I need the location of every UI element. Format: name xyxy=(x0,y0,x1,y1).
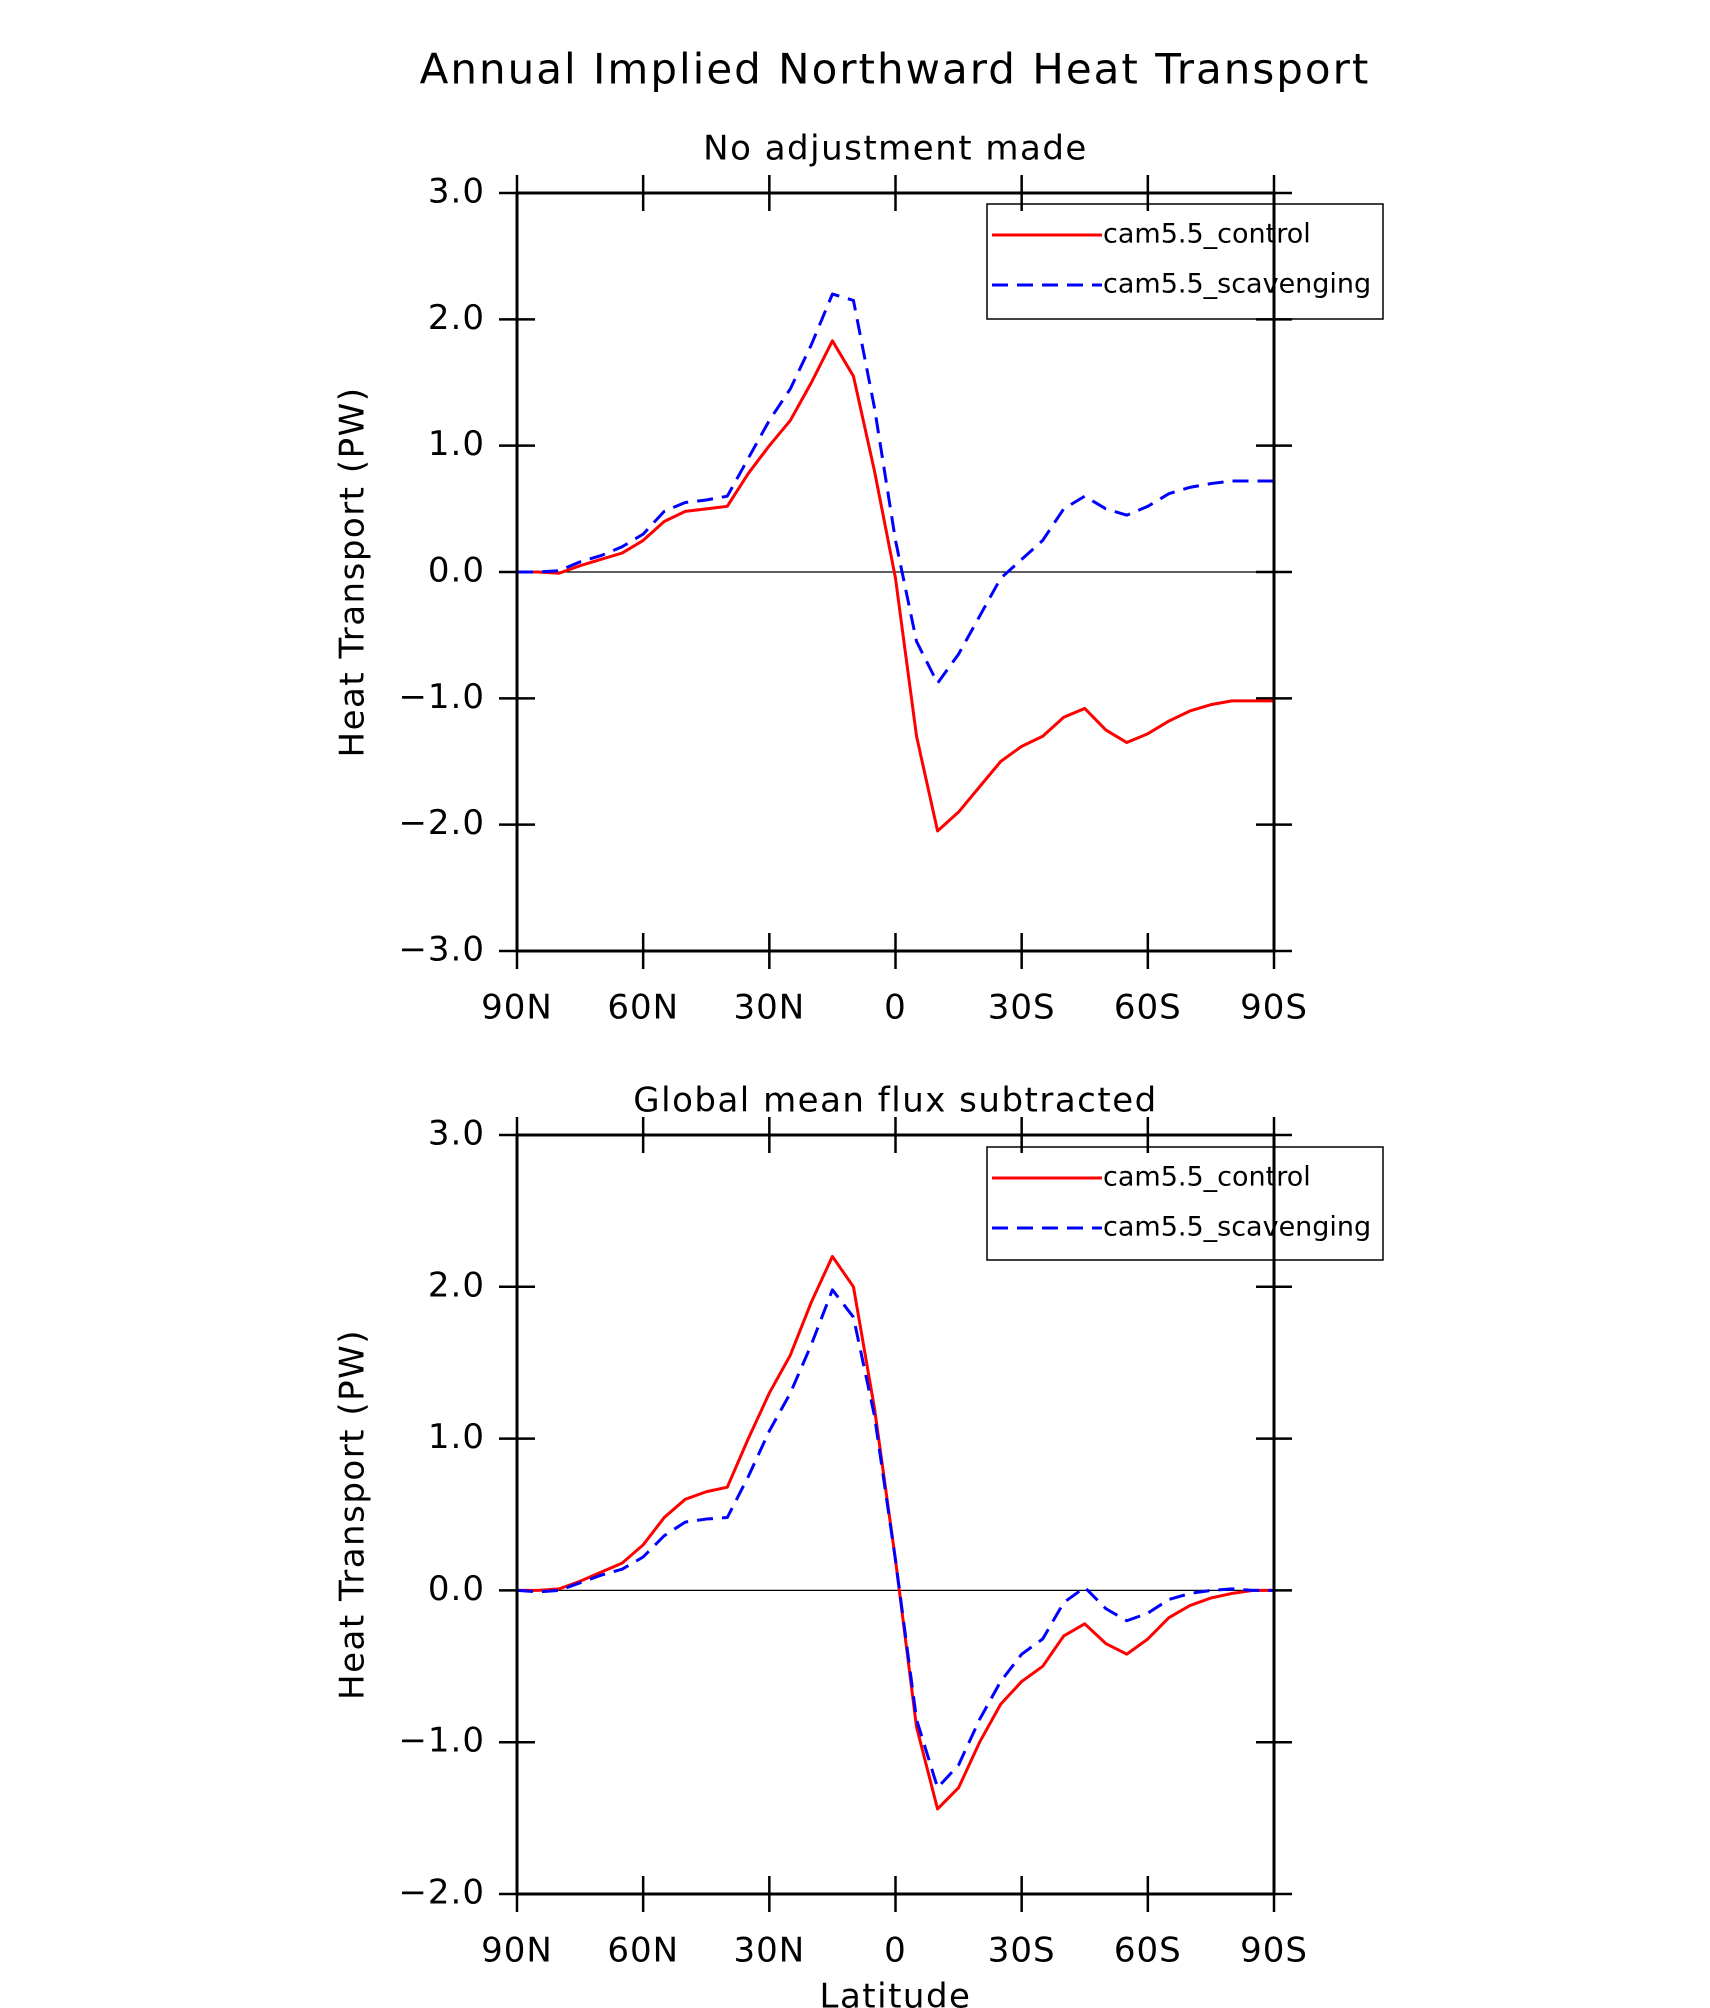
x-tick-label: 60N xyxy=(607,988,679,1028)
legend-label: cam5.5_control xyxy=(1103,1162,1311,1193)
x-tick-label: 60N xyxy=(607,1931,679,1971)
legend-box xyxy=(986,1146,1384,1261)
y-tick-label: −1.0 xyxy=(398,1721,485,1761)
y-tick-label: −1.0 xyxy=(398,677,485,717)
x-tick-label: 60S xyxy=(1114,1931,1182,1971)
x-tick-label: 90N xyxy=(481,988,553,1028)
figure-title: Annual Implied Northward Heat Transport xyxy=(420,45,1371,94)
y-axis-label: Heat Transport (PW) xyxy=(333,1329,373,1700)
data-line xyxy=(516,1288,1274,1790)
y-tick-label: −2.0 xyxy=(398,1873,485,1913)
y-tick-label: 0.0 xyxy=(428,551,485,591)
legend-label: cam5.5_control xyxy=(1103,219,1311,250)
x-tick-label: 30N xyxy=(733,1931,805,1971)
x-tick-label: 60S xyxy=(1114,988,1182,1028)
chart-subtitle: No adjustment made xyxy=(703,129,1088,169)
x-tick-label: 90N xyxy=(481,1931,553,1971)
y-axis-label: Heat Transport (PW) xyxy=(333,387,373,758)
data-line xyxy=(517,339,1274,833)
data-line xyxy=(517,1254,1274,1811)
data-line xyxy=(517,292,1274,685)
legend-label: cam5.5_scavenging xyxy=(1103,1212,1371,1243)
legend-label: cam5.5_scavenging xyxy=(1103,269,1371,300)
y-tick-label: 2.0 xyxy=(428,298,485,338)
y-tick-label: −2.0 xyxy=(398,803,485,843)
plot-frame xyxy=(515,1133,1276,1896)
x-tick-label: 30S xyxy=(988,988,1056,1028)
y-tick-label: −3.0 xyxy=(398,930,485,970)
y-tick-label: 3.0 xyxy=(428,172,485,212)
legend-box xyxy=(986,203,1384,320)
plot-frame xyxy=(515,191,1276,953)
y-tick-label: 2.0 xyxy=(428,1265,485,1305)
x-tick-label: 30N xyxy=(733,988,805,1028)
y-tick-label: 1.0 xyxy=(428,424,485,464)
x-tick-label: 90S xyxy=(1240,1931,1308,1971)
y-tick-label: 0.0 xyxy=(428,1569,485,1609)
y-tick-label: 1.0 xyxy=(428,1417,485,1457)
x-tick-label: 0 xyxy=(884,1931,907,1971)
y-tick-label: 3.0 xyxy=(428,1114,485,1154)
x-axis-label: Latitude xyxy=(820,1977,972,2008)
x-tick-label: 0 xyxy=(884,988,907,1028)
chart-subtitle: Global mean flux subtracted xyxy=(633,1081,1157,1121)
x-tick-label: 30S xyxy=(988,1931,1056,1971)
x-tick-label: 90S xyxy=(1240,988,1308,1028)
